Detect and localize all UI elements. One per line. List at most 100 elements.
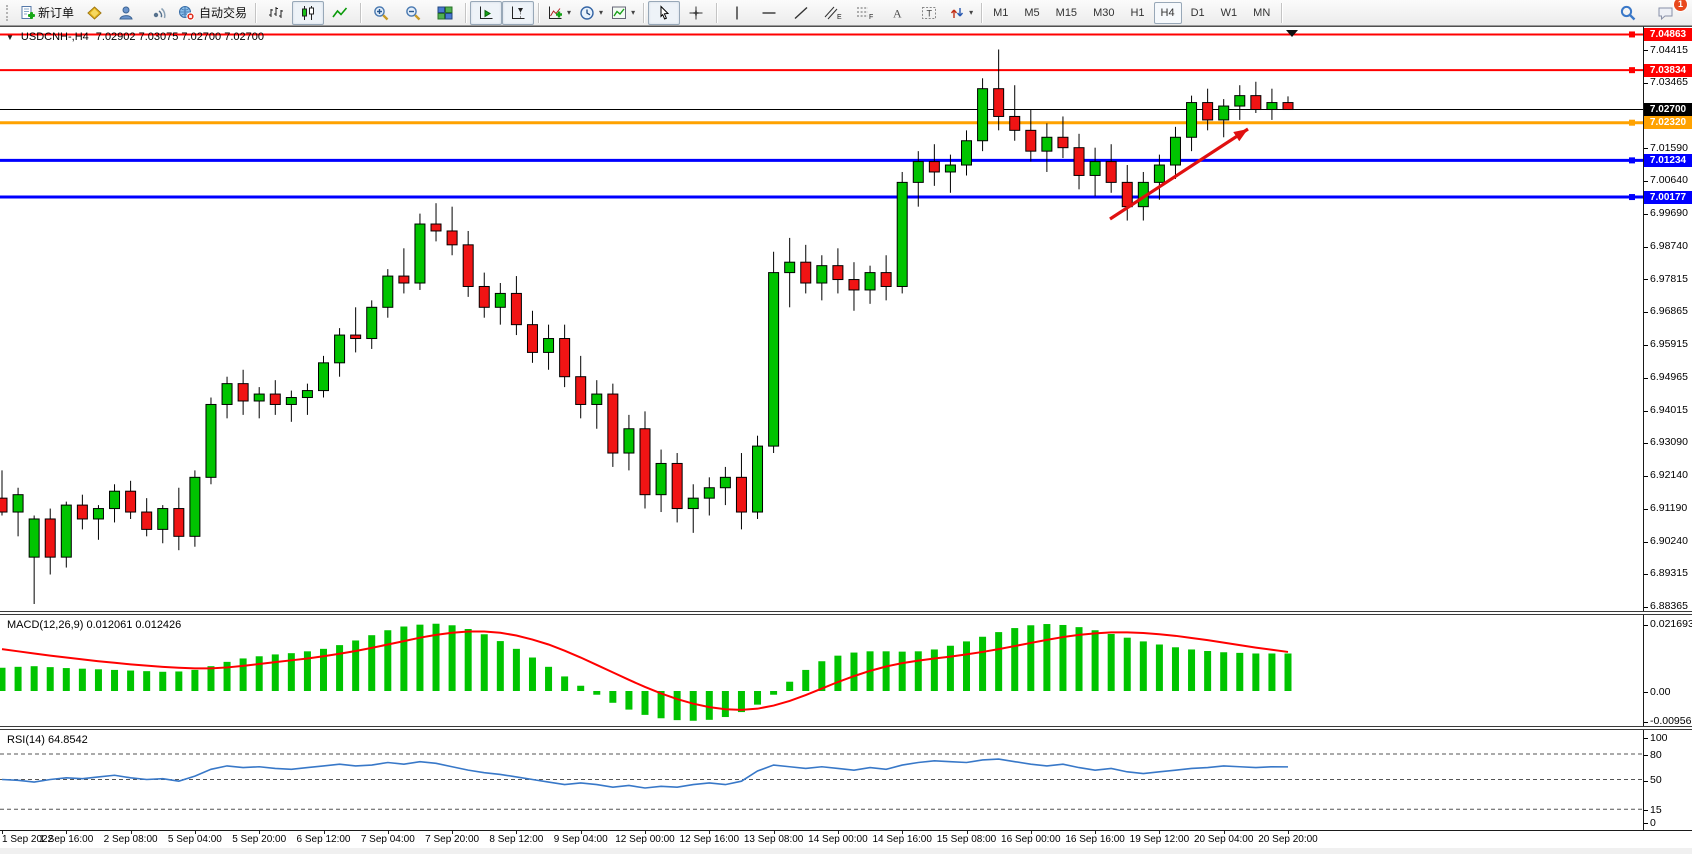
- time-axis-label: 8 Sep 12:00: [489, 834, 544, 845]
- candle: [993, 49, 1005, 131]
- line-chart-button[interactable]: [324, 1, 356, 25]
- panel-divider[interactable]: [0, 611, 1692, 615]
- broadcast-button[interactable]: [142, 1, 174, 25]
- profile-button[interactable]: [110, 1, 142, 25]
- zoom-out-button[interactable]: [397, 1, 429, 25]
- timeframe-mn[interactable]: MN: [1253, 6, 1271, 19]
- chevron-down-icon[interactable]: ▾: [567, 7, 572, 17]
- trendline-icon: [794, 6, 808, 19]
- candle: [334, 328, 346, 377]
- timeframe-m30[interactable]: M30: [1093, 6, 1115, 19]
- bar-chart-button[interactable]: [260, 1, 292, 25]
- macd-histogram-bar: [737, 691, 745, 713]
- level-line-handle[interactable]: [1629, 31, 1635, 38]
- candle: [1266, 88, 1278, 120]
- autotrading-button[interactable]: 自动交易: [174, 1, 251, 25]
- notifications-button[interactable]: 1: [1650, 0, 1688, 25]
- text-label-button[interactable]: T: [913, 1, 945, 25]
- bar-chart-icon: [269, 6, 284, 18]
- arrows-button[interactable]: ▾: [945, 1, 977, 25]
- chart-shift-marker[interactable]: [1286, 30, 1298, 37]
- tile-windows-icon: [437, 6, 453, 19]
- macd-histogram-bar: [1139, 641, 1147, 691]
- candle: [639, 411, 651, 509]
- trend-arrow-annotation[interactable]: [1109, 127, 1249, 221]
- candle: [961, 130, 972, 176]
- trendline-button[interactable]: [785, 1, 817, 25]
- crosshair-button[interactable]: [680, 1, 712, 25]
- main-chart-panel[interactable]: [0, 26, 1643, 612]
- axis-tick: [1644, 624, 1648, 626]
- time-tick: [1159, 831, 1161, 834]
- fibonacci-button[interactable]: F: [849, 1, 881, 25]
- time-axis-label: 16 Sep 16:00: [1065, 834, 1125, 845]
- candle: [1073, 133, 1085, 190]
- timeframe-h1[interactable]: H1: [1130, 6, 1145, 19]
- time-tick: [2, 831, 3, 834]
- indicators-button[interactable]: ▾: [543, 1, 575, 25]
- candle: [478, 272, 490, 318]
- level-line-handle[interactable]: [1629, 67, 1635, 74]
- fibonacci-icon: F: [857, 7, 873, 21]
- price-tick-label: 7.00640: [1650, 174, 1688, 187]
- candle: [1234, 85, 1246, 120]
- macd-panel[interactable]: [0, 615, 1643, 727]
- time-axis[interactable]: 1 Sep 2022 1 Sep 16:00 2 Sep 08:00 5 Sep 04…: [0, 830, 1692, 848]
- timeframe-m1[interactable]: M1: [993, 6, 1009, 19]
- new-order-button[interactable]: 新订单: [15, 1, 78, 25]
- time-tick: [452, 831, 454, 834]
- auto-scroll-button[interactable]: [470, 0, 503, 25]
- symbol-label: USDCNH-,H4: [20, 31, 89, 43]
- rsi-panel[interactable]: [0, 730, 1643, 830]
- chevron-down-icon[interactable]: ▾: [969, 7, 974, 17]
- chart-shift-button[interactable]: [502, 0, 535, 25]
- time-tick: [130, 831, 132, 834]
- svg-text:E: E: [837, 14, 842, 21]
- periods-button[interactable]: ▾: [575, 1, 607, 25]
- metaeditor-button[interactable]: [78, 1, 110, 25]
- rsi-scale-label: 0: [1650, 816, 1656, 829]
- level-line-handle[interactable]: [1629, 157, 1635, 164]
- templates-button[interactable]: ▾: [607, 1, 639, 25]
- collapse-arrow-icon[interactable]: ▼: [6, 32, 14, 42]
- chevron-down-icon[interactable]: ▾: [631, 7, 636, 17]
- timeframe-h4[interactable]: H4: [1153, 1, 1182, 24]
- panel-divider[interactable]: [0, 726, 1692, 730]
- horizontal-line-button[interactable]: [753, 1, 785, 25]
- equidistant-channel-button[interactable]: E: [817, 1, 849, 25]
- text-button[interactable]: A: [881, 1, 913, 25]
- timeframe-m5[interactable]: M5: [1024, 6, 1040, 19]
- search-button[interactable]: [1612, 1, 1644, 25]
- candlestick-chart-button[interactable]: [292, 0, 325, 25]
- timeframe-w1[interactable]: W1: [1220, 6, 1238, 19]
- cursor-button[interactable]: [648, 0, 681, 25]
- level-line-handle[interactable]: [1629, 119, 1635, 126]
- time-axis-label: 9 Sep 04:00: [553, 834, 608, 845]
- level-price-tag: 7.04863: [1644, 27, 1692, 41]
- price-axis[interactable]: 7.04415 7.03465 7.01590 7.00640 6.99690 6.987…: [1643, 26, 1692, 830]
- level-price-tag: 7.03834: [1644, 63, 1692, 77]
- vertical-line-button[interactable]: [721, 1, 753, 25]
- tile-windows-button[interactable]: [429, 1, 461, 25]
- macd-histogram-bar: [287, 653, 295, 691]
- price-tick-label: 6.89315: [1650, 567, 1688, 580]
- axis-tick: [1644, 721, 1648, 723]
- axis-tick: [1644, 311, 1648, 313]
- candle: [237, 369, 249, 415]
- macd-histogram-bar: [416, 624, 424, 691]
- candle: [896, 171, 908, 294]
- candle: [1057, 116, 1069, 159]
- candle: [655, 449, 667, 513]
- macd-histogram-bar: [850, 652, 858, 691]
- timeframe-d1[interactable]: D1: [1190, 6, 1205, 19]
- level-line-handle[interactable]: [1629, 194, 1635, 201]
- zoom-in-button[interactable]: [365, 1, 397, 25]
- macd-histogram-bar: [127, 670, 135, 691]
- toolbar-grip[interactable]: [6, 4, 11, 21]
- chevron-down-icon[interactable]: ▾: [599, 7, 604, 17]
- time-axis-label: 15 Sep 08:00: [936, 834, 997, 845]
- macd-histogram-bar: [641, 691, 649, 715]
- candle: [977, 78, 989, 152]
- macd-histogram-bar: [545, 666, 553, 691]
- timeframe-m15[interactable]: M15: [1055, 6, 1078, 19]
